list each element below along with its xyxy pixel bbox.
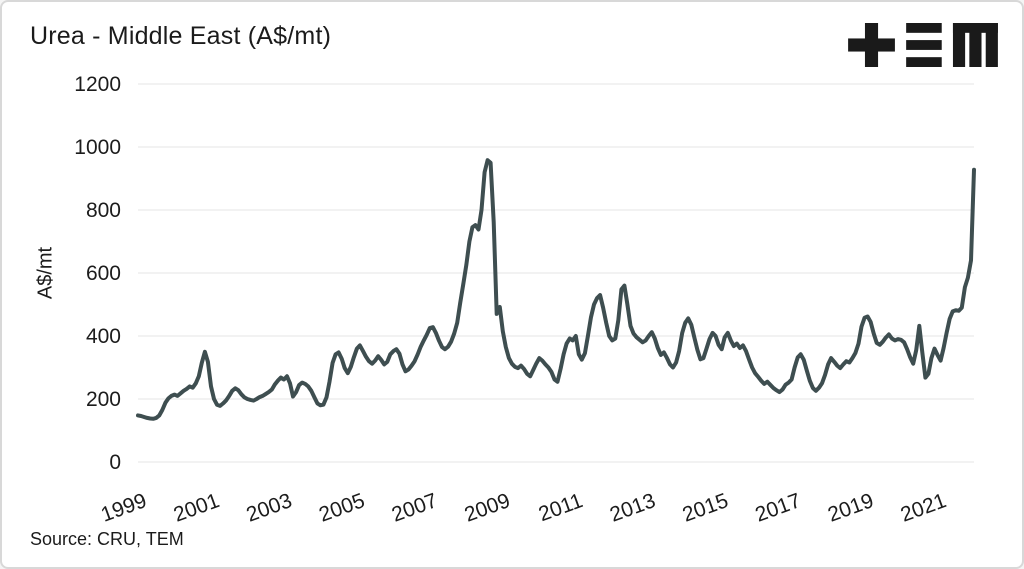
- x-tick-label: 2009: [461, 489, 513, 527]
- x-tick-label: 2017: [752, 489, 804, 527]
- x-tick-label: 2005: [316, 489, 368, 527]
- logo-plus-glyph: [848, 23, 895, 67]
- x-tick-label: 2021: [898, 489, 950, 527]
- x-tick-label: 2013: [607, 489, 659, 527]
- x-tick-label: 2011: [536, 489, 586, 526]
- x-tick-label: 1999: [98, 489, 150, 527]
- y-tick-label: 200: [86, 388, 121, 411]
- x-tick-label: 2019: [825, 489, 877, 527]
- x-tick-label: 2003: [243, 489, 295, 527]
- x-tick-label: 2001: [171, 489, 223, 527]
- logo-e-glyph: [906, 23, 942, 67]
- logo-m-glyph: [952, 23, 998, 67]
- price-line: [136, 158, 976, 421]
- y-tick-label: 1000: [74, 136, 121, 159]
- y-tick-label: 800: [86, 199, 121, 222]
- y-tick-label: 400: [86, 325, 121, 348]
- y-tick-label: 0: [109, 451, 121, 474]
- x-tick-label: 2007: [389, 489, 441, 527]
- y-tick-label: 1200: [74, 73, 121, 96]
- x-tick-label: 2015: [680, 489, 732, 527]
- tem-logo: [848, 23, 998, 67]
- y-tick-label: 600: [86, 262, 121, 285]
- source-note: Source: CRU, TEM: [30, 529, 184, 549]
- page-title: Urea - Middle East (A$/mt): [30, 22, 332, 50]
